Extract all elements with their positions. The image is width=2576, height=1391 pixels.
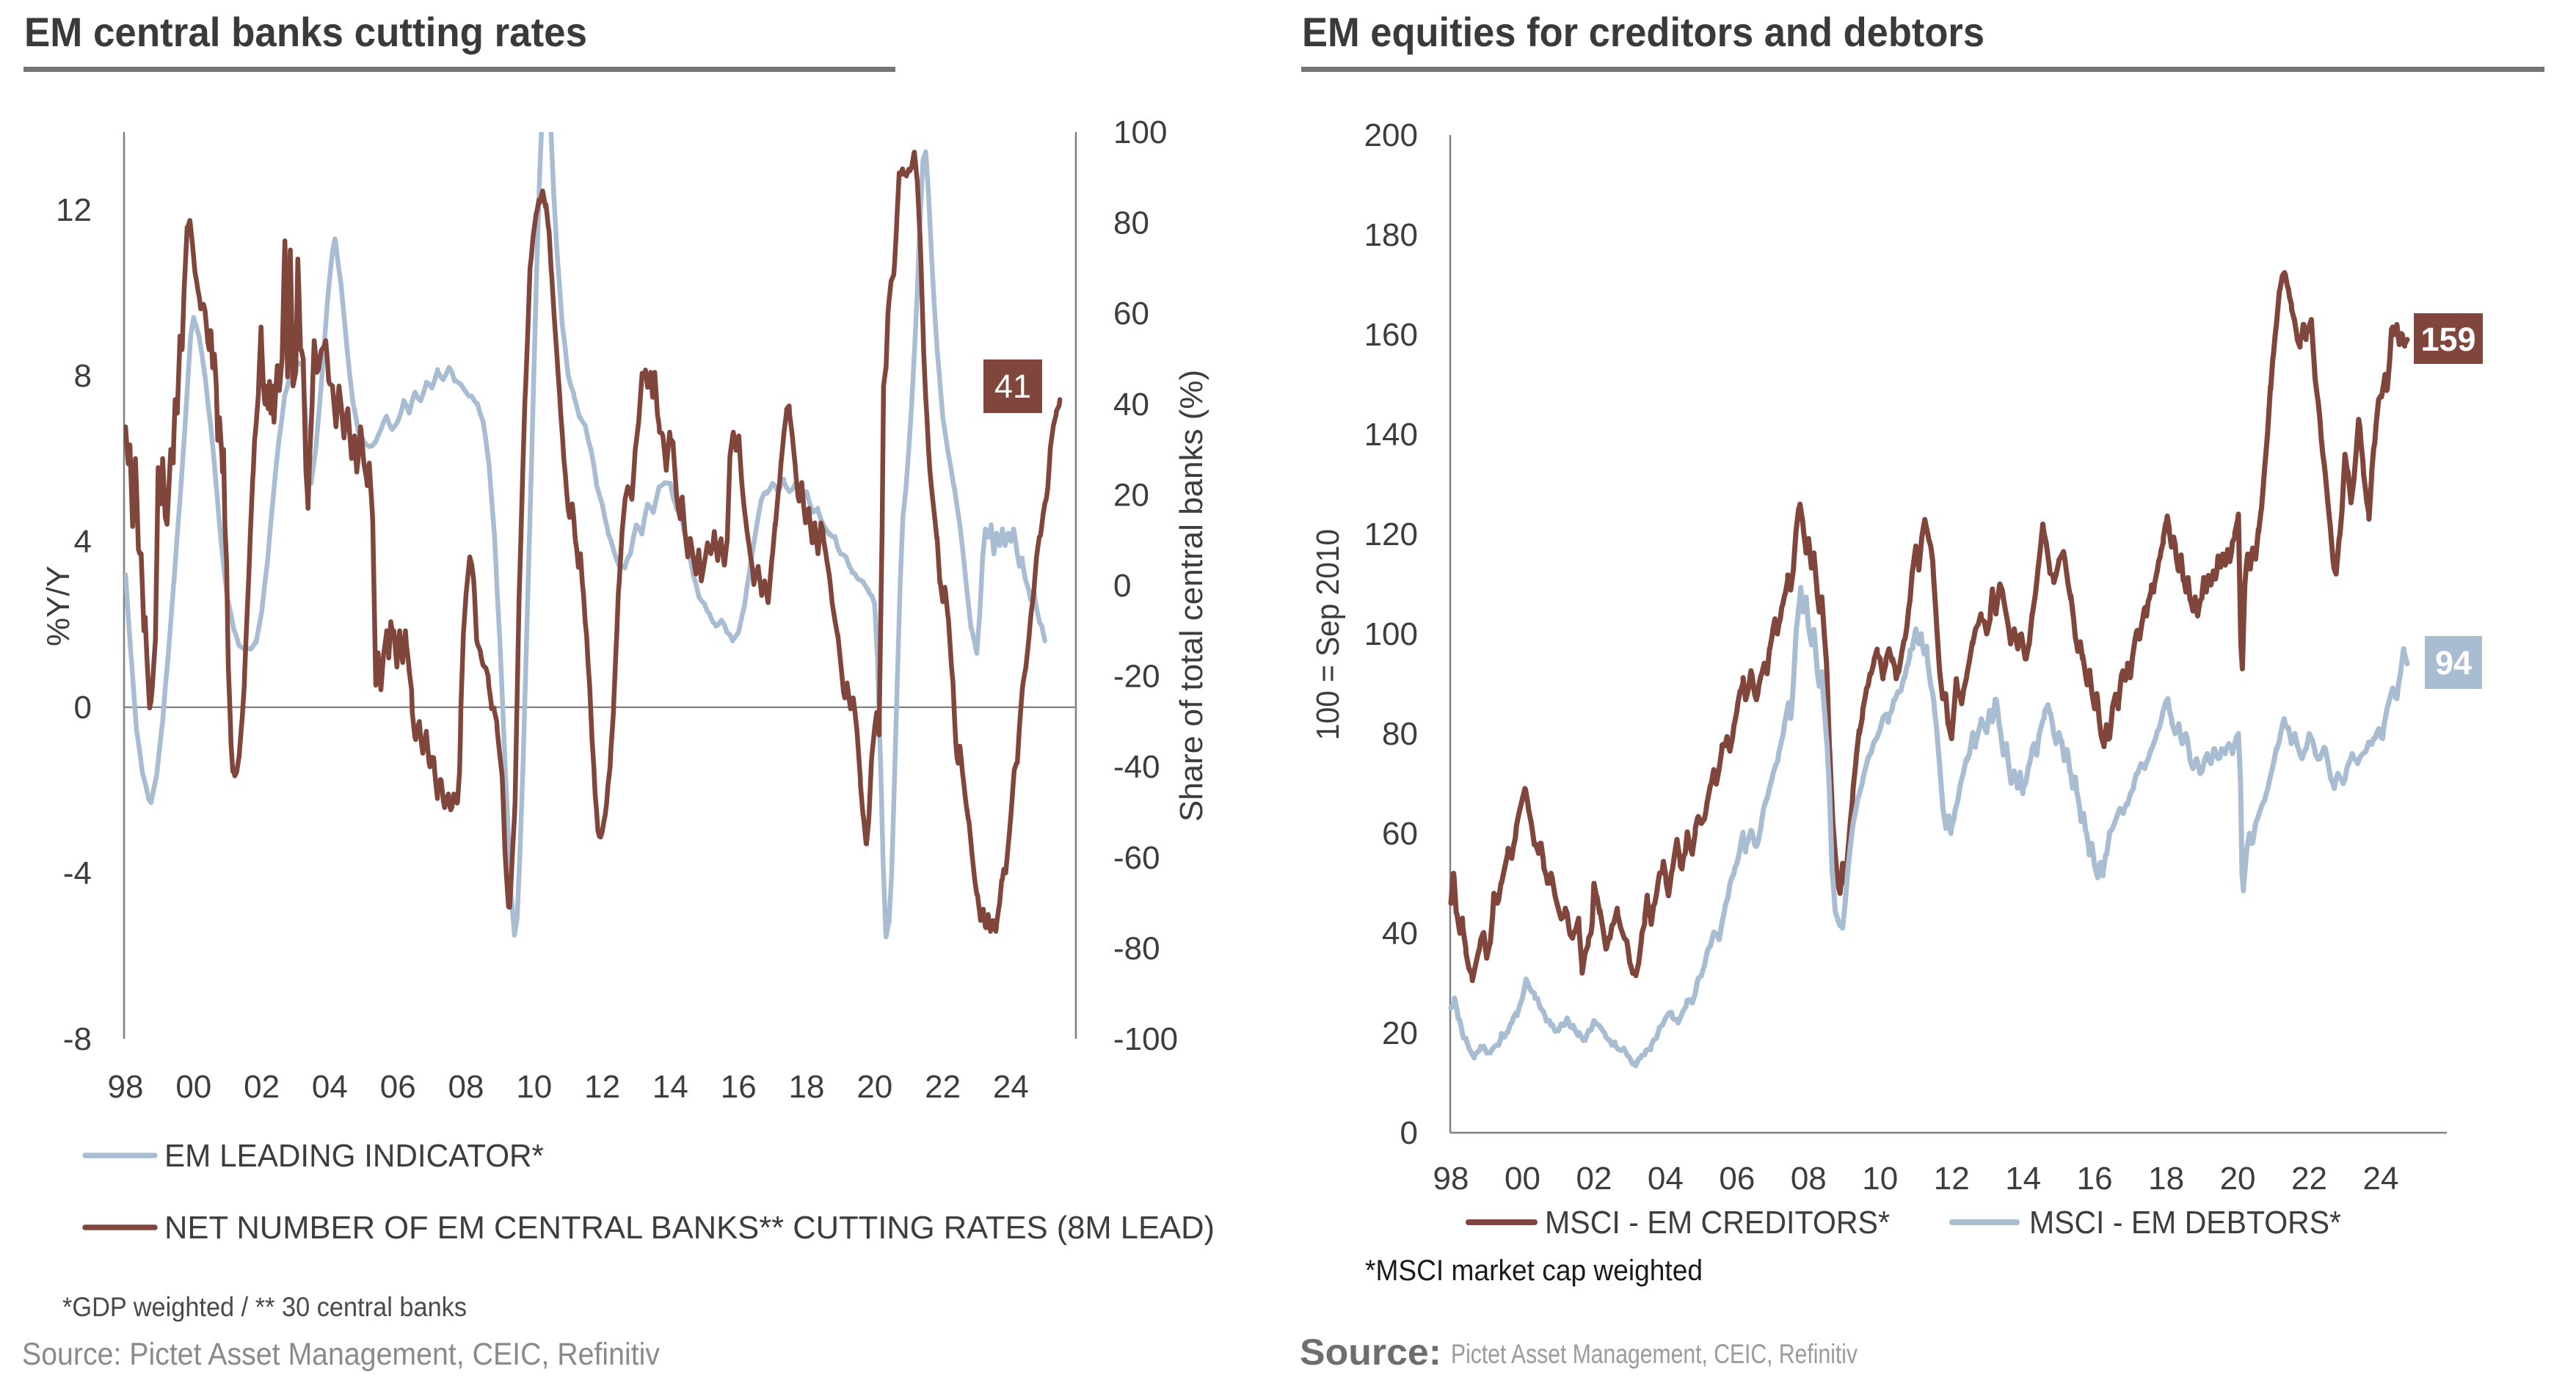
svg-text:Source: Pictet Asset Managemen: Source: Pictet Asset Management, CEIC, R… — [22, 1337, 660, 1372]
svg-text:20: 20 — [1113, 477, 1149, 513]
svg-text:02: 02 — [1576, 1161, 1612, 1197]
svg-text:06: 06 — [1719, 1161, 1755, 1197]
svg-text:0: 0 — [74, 690, 92, 726]
svg-text:20: 20 — [2220, 1161, 2256, 1197]
svg-text:94: 94 — [2435, 644, 2472, 682]
svg-text:60: 60 — [1382, 816, 1418, 852]
svg-text:100 = Sep 2010: 100 = Sep 2010 — [1310, 529, 1346, 740]
svg-text:14: 14 — [2005, 1161, 2041, 1197]
svg-text:02: 02 — [244, 1069, 280, 1105]
svg-text:120: 120 — [1364, 516, 1418, 552]
svg-text:98: 98 — [108, 1069, 144, 1105]
svg-text:EM central banks cutting rates: EM central banks cutting rates — [24, 9, 587, 55]
svg-text:-4: -4 — [63, 855, 92, 891]
svg-text:%Y/Y: %Y/Y — [40, 566, 76, 646]
svg-text:14: 14 — [652, 1069, 688, 1105]
svg-text:-8: -8 — [63, 1021, 92, 1057]
svg-text:08: 08 — [1791, 1161, 1827, 1197]
svg-text:200: 200 — [1364, 117, 1418, 153]
svg-text:16: 16 — [2077, 1161, 2113, 1197]
svg-text:-40: -40 — [1113, 749, 1160, 785]
svg-text:*MSCI market cap weighted: *MSCI market cap weighted — [1365, 1255, 1703, 1287]
svg-text:18: 18 — [2148, 1161, 2184, 1197]
svg-text:12: 12 — [56, 192, 92, 228]
svg-text:08: 08 — [448, 1069, 484, 1105]
svg-text:60: 60 — [1113, 296, 1149, 332]
svg-text:20: 20 — [1382, 1015, 1418, 1051]
svg-text:22: 22 — [925, 1069, 961, 1105]
svg-text:98: 98 — [1433, 1161, 1469, 1197]
svg-text:40: 40 — [1113, 387, 1149, 423]
svg-text:80: 80 — [1113, 205, 1149, 241]
svg-text:0: 0 — [1113, 568, 1131, 604]
svg-text:12: 12 — [584, 1069, 620, 1105]
svg-text:160: 160 — [1364, 317, 1418, 353]
svg-text:MSCI - EM DEBTORS*: MSCI - EM DEBTORS* — [2029, 1205, 2341, 1241]
svg-text:-80: -80 — [1113, 930, 1160, 966]
svg-text:4: 4 — [74, 524, 92, 560]
svg-text:100: 100 — [1364, 616, 1418, 652]
svg-text:22: 22 — [2291, 1161, 2327, 1197]
svg-text:24: 24 — [993, 1069, 1029, 1105]
svg-text:24: 24 — [2363, 1161, 2399, 1197]
svg-text:EM equities for creditors and: EM equities for creditors and debtors — [1302, 9, 1984, 55]
svg-text:00: 00 — [175, 1069, 211, 1105]
svg-text:04: 04 — [1648, 1161, 1684, 1197]
svg-text:0: 0 — [1400, 1115, 1418, 1151]
svg-text:180: 180 — [1364, 217, 1418, 253]
svg-text:16: 16 — [721, 1069, 757, 1105]
svg-text:18: 18 — [789, 1069, 825, 1105]
svg-text:140: 140 — [1364, 417, 1418, 453]
svg-text:*GDP weighted / ** 30 central: *GDP weighted / ** 30 central banks — [62, 1292, 467, 1322]
svg-text:80: 80 — [1382, 716, 1418, 752]
svg-text:Source:: Source: — [1300, 1332, 1441, 1373]
svg-text:100: 100 — [1113, 114, 1167, 150]
svg-text:10: 10 — [516, 1069, 552, 1105]
svg-text:40: 40 — [1382, 916, 1418, 952]
svg-text:Share of total central banks (: Share of total central banks (%) — [1174, 370, 1209, 822]
svg-text:NET NUMBER OF EM CENTRAL BANKS: NET NUMBER OF EM CENTRAL BANKS** CUTTING… — [164, 1210, 1215, 1246]
svg-text:8: 8 — [74, 358, 92, 394]
svg-text:Pictet Asset Management, CEIC,: Pictet Asset Management, CEIC, Refinitiv — [1451, 1339, 1858, 1369]
svg-text:04: 04 — [312, 1069, 348, 1105]
svg-text:00: 00 — [1505, 1161, 1540, 1197]
svg-text:-60: -60 — [1113, 840, 1160, 876]
svg-text:12: 12 — [1934, 1161, 1970, 1197]
svg-text:10: 10 — [1862, 1161, 1898, 1197]
svg-text:159: 159 — [2420, 321, 2475, 358]
svg-text:MSCI - EM CREDITORS*: MSCI - EM CREDITORS* — [1545, 1205, 1890, 1241]
svg-text:EM LEADING INDICATOR*: EM LEADING INDICATOR* — [164, 1138, 544, 1174]
svg-text:-20: -20 — [1113, 659, 1160, 695]
svg-text:41: 41 — [994, 368, 1031, 405]
svg-text:06: 06 — [380, 1069, 416, 1105]
svg-text:-100: -100 — [1113, 1021, 1178, 1057]
svg-text:20: 20 — [856, 1069, 892, 1105]
